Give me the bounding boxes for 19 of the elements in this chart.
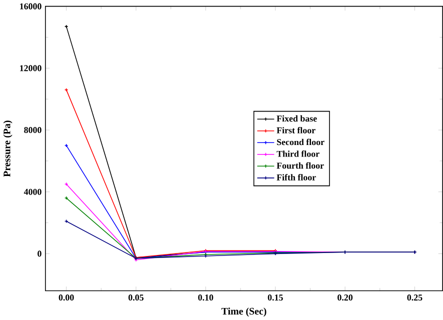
y-tick-label: 8000 — [24, 127, 42, 134]
x-tick-label: 0.25 — [407, 294, 422, 301]
y-tick-label: 16000 — [20, 3, 42, 10]
x-tick-label: 0.20 — [338, 294, 353, 301]
legend-label: Fixed base — [276, 115, 317, 122]
legend-label: Second floor — [277, 138, 324, 146]
y-axis-title: Pressure (Pa) — [3, 120, 12, 177]
x-tick-label: 0.00 — [58, 294, 74, 301]
x-axis-title: Time (Sec) — [221, 308, 266, 317]
legend-label: Fourth floor — [276, 162, 324, 169]
y-tick-label: 4000 — [24, 188, 42, 195]
legend-label: Third floor — [276, 150, 320, 157]
x-tick-label: 0.10 — [198, 294, 214, 301]
y-tick-label: 0 — [38, 250, 42, 257]
legend-label: Fifth floor — [276, 174, 316, 180]
y-tick-label: 12000 — [20, 65, 42, 72]
x-tick-label: 0.15 — [268, 294, 283, 301]
legend-label: First floor — [276, 127, 316, 134]
x-tick-label: 0.05 — [128, 294, 144, 301]
